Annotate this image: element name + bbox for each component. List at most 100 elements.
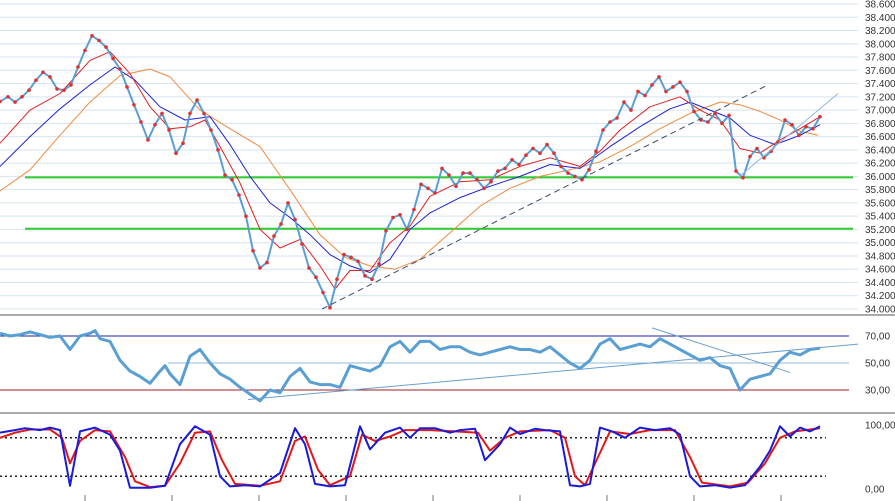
price-point [125, 85, 129, 89]
price-point [755, 146, 759, 151]
price-tick-label: 35.000 [865, 238, 895, 249]
price-point [20, 95, 24, 99]
price-point [223, 173, 227, 177]
price-point [342, 252, 346, 257]
price-point [174, 151, 178, 155]
price-tick-label: 38.000 [865, 39, 895, 50]
price-series [0, 34, 821, 309]
price-point [279, 222, 283, 226]
price-point [692, 109, 696, 114]
price-point [818, 114, 822, 119]
oscillator-trend-lines [247, 327, 859, 400]
price-point [748, 154, 752, 159]
price-point [76, 65, 80, 69]
price-point [622, 100, 626, 104]
price-point [615, 116, 619, 120]
stochastic-tick-label: 100,00 [865, 421, 895, 432]
price-point [118, 67, 122, 71]
price-point [111, 56, 115, 61]
price-tick-label: 36.400 [865, 145, 895, 156]
price-point [468, 171, 472, 175]
oscillator-trend-line [247, 343, 859, 400]
price-point [671, 85, 675, 89]
slow-average-line [0, 68, 819, 270]
price-point [454, 184, 458, 189]
oscillator-tick-label: 30,00 [865, 386, 890, 397]
price-tick-label: 34.800 [865, 251, 895, 262]
price-point [573, 174, 577, 179]
price-point [580, 177, 584, 182]
price-point [391, 215, 395, 220]
stochastic-series [0, 425, 821, 489]
stochastic-tick-label: 0,00 [865, 485, 885, 496]
price-line [0, 34, 821, 309]
oscillator-tick-label: 70,00 [865, 332, 890, 343]
price-point [489, 179, 493, 184]
price-point [146, 138, 150, 142]
price-point [804, 124, 808, 129]
oscillator-trend-line [651, 327, 791, 373]
price-point [650, 83, 654, 87]
price-point [216, 148, 220, 152]
price-point [307, 266, 311, 270]
price-point [685, 89, 689, 94]
price-tick-label: 35.400 [865, 212, 895, 223]
price-point [741, 175, 745, 180]
price-point [286, 201, 290, 205]
price-point [370, 277, 374, 282]
price-point [419, 182, 423, 187]
price-point [629, 108, 633, 112]
oscillator-tick-label: 50,00 [865, 359, 890, 370]
price-point [272, 234, 276, 238]
price-point [167, 128, 171, 132]
oscillator-y-axis: 70,00 50,00 30,00 [865, 332, 890, 397]
price-point [6, 95, 10, 99]
price-point [706, 120, 710, 124]
price-point [412, 207, 416, 212]
price-point [783, 118, 787, 122]
price-point [426, 186, 430, 191]
price-trend-lines [321, 84, 839, 310]
price-point [797, 133, 801, 138]
price-tick-label: 35.800 [865, 185, 895, 196]
stochastic-y-axis: 100,00 0,00 [865, 421, 895, 496]
price-tick-label: 37.200 [865, 92, 895, 103]
price-point [181, 141, 185, 145]
price-point [69, 83, 73, 87]
price-tick-label: 35.200 [865, 225, 895, 236]
price-tick-label: 35.600 [865, 198, 895, 209]
price-point [153, 122, 157, 127]
price-point [475, 177, 479, 182]
price-point [538, 151, 542, 155]
price-point [601, 128, 605, 132]
price-markers [0, 34, 822, 310]
price-tick-label: 36.800 [865, 119, 895, 130]
price-point [482, 186, 486, 191]
oscillator-line [0, 329, 821, 403]
price-point [636, 89, 640, 94]
price-point [503, 166, 507, 171]
price-point [55, 87, 59, 91]
price-tick-label: 37.800 [865, 53, 895, 64]
price-point [48, 75, 52, 79]
price-point [139, 120, 143, 124]
price-point [545, 142, 549, 147]
price-point [83, 48, 87, 53]
trend-line [321, 84, 769, 310]
price-point [132, 103, 136, 107]
price-point [90, 34, 94, 38]
price-point [314, 275, 318, 280]
price-point [517, 162, 521, 167]
price-point [657, 75, 661, 79]
x-axis-ticks [84, 495, 782, 501]
price-point [440, 166, 444, 171]
price-tick-label: 36.000 [865, 172, 895, 183]
price-tick-label: 38.400 [865, 13, 895, 24]
oscillator-series [0, 329, 821, 403]
price-point [104, 45, 108, 49]
price-y-axis: 38.600 38.400 38.200 38.000 37.800 37.600 37.4… [865, 0, 895, 316]
price-point [377, 262, 381, 266]
medium-average-line [0, 66, 821, 273]
price-point [27, 88, 31, 92]
price-point [524, 153, 528, 157]
